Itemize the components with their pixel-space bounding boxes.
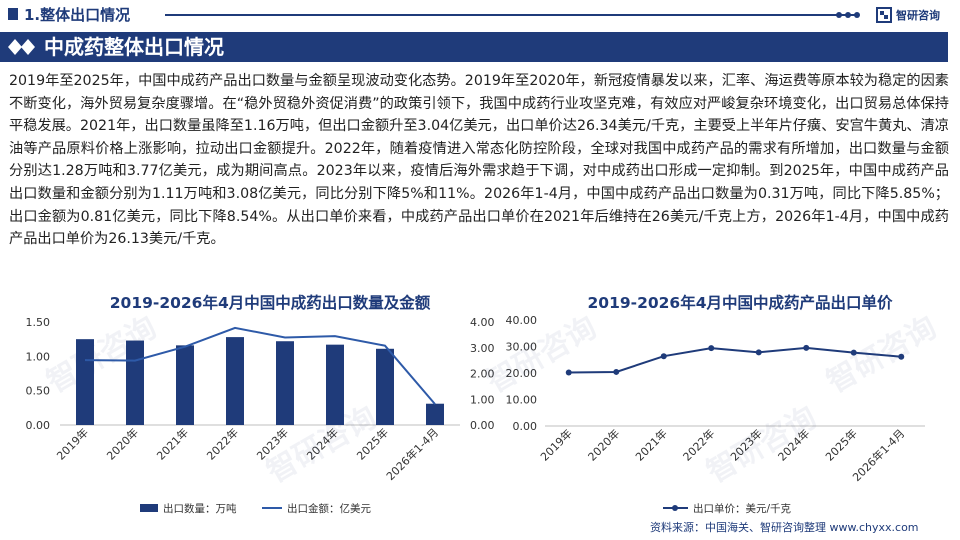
chart2-point	[613, 368, 620, 375]
chart1-right-tick-label: 4.00	[470, 316, 495, 329]
chart1-bar	[276, 341, 294, 425]
chart2-point	[660, 353, 667, 360]
brand-logo-text: 智研咨询	[896, 9, 940, 22]
chart1-bar	[176, 345, 194, 425]
chart2-tick-label: 10.00	[506, 394, 538, 407]
chart2-point	[708, 345, 715, 352]
chart1-amount-line	[84, 326, 436, 405]
chart1-bar	[376, 348, 394, 425]
chart1-category-label: 2020年	[104, 425, 141, 462]
source-note: 资料来源：中国海关、智研咨询整理 www.chyxx.com	[650, 521, 919, 534]
top-rule	[165, 14, 855, 16]
brand-logo-icon	[876, 7, 892, 23]
chart1-category-label: 2019年	[54, 425, 91, 462]
title-banner: 中成药整体出口情况	[0, 32, 948, 62]
chart2-tick-label: 30.00	[506, 341, 538, 354]
chart2-legend-marker	[672, 505, 678, 511]
chart1-category-label: 2022年	[204, 425, 241, 462]
rule-dots-decoration	[836, 12, 860, 18]
section-label: 1.整体出口情况	[24, 6, 131, 24]
chart1-legend-bar-swatch	[140, 504, 158, 512]
chart1-right-tick-label: 3.00	[470, 342, 495, 355]
chart1-bar	[426, 403, 444, 425]
chart1-left-tick-label: 1.00	[26, 350, 51, 363]
body-paragraph: 2019年至2025年，中国中成药产品出口数量与金额呈现波动变化态势。2019年…	[9, 73, 949, 248]
chart2-category-label: 2020年	[585, 426, 622, 463]
chart2-point	[565, 369, 572, 376]
chart1-right-tick-label: 1.00	[470, 393, 495, 406]
double-diamond-icon	[8, 39, 35, 55]
chart1-legend-line-label: 出口金额：亿美元	[287, 502, 371, 515]
chart2-category-label: 2021年	[632, 426, 669, 463]
chart2-tick-label: 0.00	[513, 420, 538, 433]
top-bar: 1.整体出口情况 智研咨询	[0, 0, 960, 30]
chart2-point	[850, 349, 857, 356]
chart2-point	[803, 344, 810, 351]
chart1-right-tick-label: 0.00	[470, 419, 495, 432]
chart1-left-tick-label: 1.50	[26, 316, 51, 329]
brand-logo: 智研咨询	[876, 5, 940, 25]
chart1-title: 2019-2026年4月中国中成药出口数量及金额	[109, 294, 431, 312]
chart2-title: 2019-2026年4月中国中成药产品出口单价	[587, 294, 893, 312]
chart2-legend-label: 出口单价：美元/千克	[693, 502, 792, 515]
chart2-category-label: 2019年	[537, 426, 574, 463]
chart1-left-tick-label: 0.50	[26, 385, 51, 398]
chart1-bar	[326, 344, 344, 425]
chart1-category-label: 2026年1-4月	[383, 425, 441, 483]
chart1-category-label: 2021年	[154, 425, 191, 462]
chart1-bar	[226, 337, 244, 425]
page-title: 中成药整体出口情况	[44, 35, 224, 59]
chart2-tick-label: 20.00	[506, 367, 538, 380]
chart2-point	[755, 349, 762, 356]
chart2-point	[898, 353, 905, 360]
chart1-bar	[126, 340, 144, 425]
chart1-legend-bar-label: 出口数量：万吨	[163, 502, 237, 515]
chart2-price-line	[568, 346, 902, 374]
chart1-right-tick-label: 2.00	[470, 368, 495, 381]
section-marker	[8, 8, 18, 20]
chart1-left-tick-label: 0.00	[26, 419, 51, 432]
chart2-tick-label: 40.00	[506, 314, 538, 327]
chart2-category-label: 2025年	[822, 426, 859, 463]
